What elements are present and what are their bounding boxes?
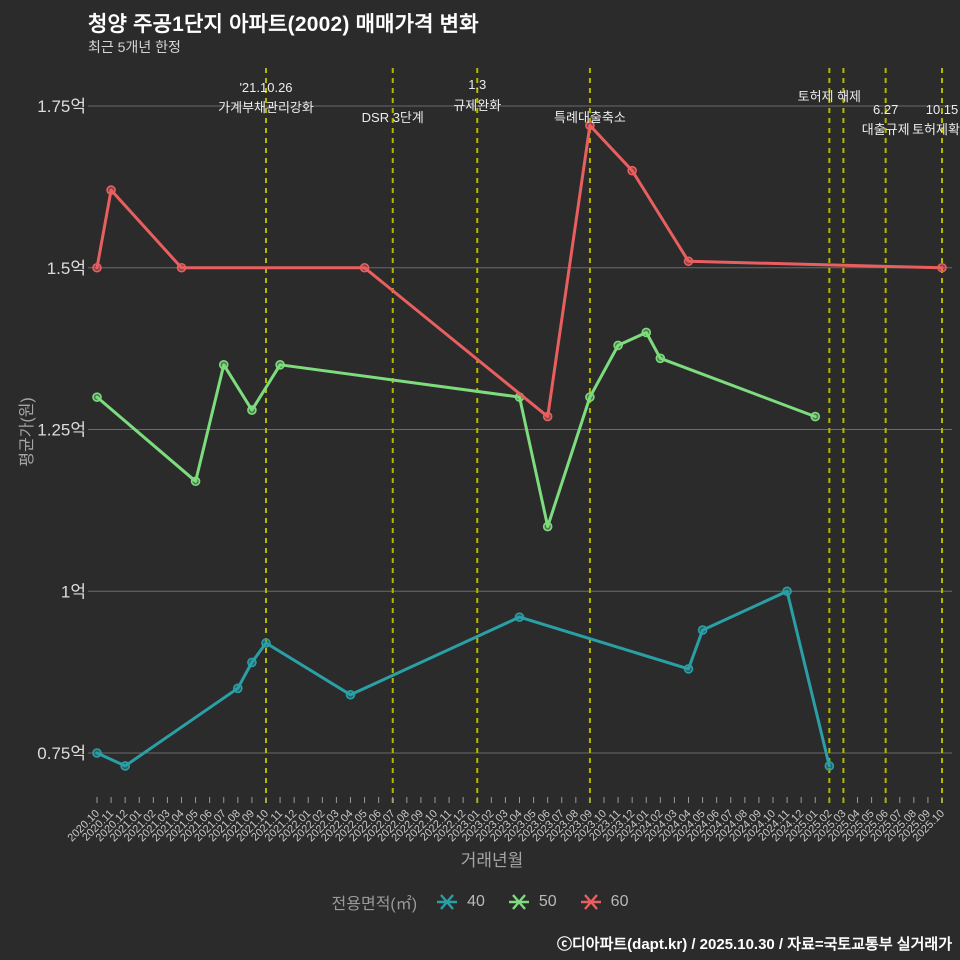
data-point-40 [261,638,271,648]
y-tick-label: 0.75억 [37,744,86,763]
y-tick-label: 1.25억 [37,421,86,440]
series-line-40 [95,589,831,768]
legend-title: 전용면적(㎡) [331,896,418,913]
data-point-40 [345,689,356,700]
series-line-60 [95,123,944,419]
data-point-60 [683,256,694,267]
data-point-60 [92,262,102,273]
data-point-60 [359,262,370,273]
asterisk-marker-icon [437,894,458,910]
legend-item-label: 40 [467,893,485,910]
asterisk-stroke [440,894,454,910]
data-point-40 [514,612,525,622]
asterisk-stroke [511,894,526,910]
event-label-2023.01: 규제완화 [453,98,501,113]
data-point-40 [697,625,708,635]
data-point-40 [683,664,694,674]
chart-title: 청양 주공1단지 아파트(2002) 매매가격 변화 [88,13,479,36]
data-point-50 [613,340,623,351]
data-point-50 [585,392,595,402]
data-point-50 [810,411,821,422]
legend-item-60[interactable]: 60 [579,893,629,911]
legend-items: 40 50 60 [435,893,628,911]
data-point-40 [120,761,130,771]
data-point-60 [176,262,187,273]
legend-item-label: 50 [538,893,557,910]
event-label-2023.01: 1.3 [468,77,486,92]
data-point-50 [655,353,666,364]
data-point-60 [542,411,553,422]
event-label-2025.10: 토허제확대 [912,122,960,137]
asterisk-marker-icon [508,894,529,910]
event-label-2025.06: 대출규제 [862,122,910,137]
series-line-50 [95,331,817,528]
event-label-2023.09: 특례대출축소 [554,110,626,125]
data-point-50 [247,405,257,415]
data-point-50 [190,476,201,487]
data-point-40 [233,683,243,694]
data-point-50 [641,327,652,338]
data-point-60 [585,120,595,131]
legend-item-40[interactable]: 40 [435,893,485,911]
y-axis-title: 평균가(원) [19,397,36,467]
y-tick-label: 1.5억 [47,259,86,278]
data-point-50 [542,521,553,532]
y-tick-label: 1억 [61,582,86,601]
event-label-2025.06: 6.27 [873,102,898,117]
data-point-60 [627,165,637,176]
data-point-40 [782,586,792,597]
event-label-2022.07: DSR 3단계 [362,110,424,125]
event-label-2021.10: 가계부채관리강화 [218,100,314,115]
legend-item-label: 60 [610,893,629,910]
data-point-50 [218,359,229,370]
y-tick-label: 1.75억 [37,97,86,116]
data-point-50 [275,359,285,370]
event-label-2025.10: 10.15 [926,102,959,117]
event-label-2025.02: 토허제 해제 [798,89,861,104]
legend: 전용면적(㎡) 40 50 60 [0,890,960,914]
asterisk-marker-icon [580,894,601,910]
event-label-2021.10: '21.10.26 [239,80,292,95]
asterisk-stroke [583,894,598,910]
chart-subtitle: 최근 5개년 한정 [88,39,181,55]
data-point-40 [247,657,257,668]
x-axis-title: 거래년월 [460,851,524,870]
data-point-40 [92,748,102,758]
data-point-60 [106,185,116,195]
data-point-60 [937,262,947,273]
data-point-50 [92,392,102,402]
footer-credit: ⓒ디아파트(dapt.kr) / 2025.10.30 / 자료=국토교통부 실… [556,936,952,953]
data-point-40 [824,761,835,771]
legend-item-50[interactable]: 50 [507,893,557,911]
